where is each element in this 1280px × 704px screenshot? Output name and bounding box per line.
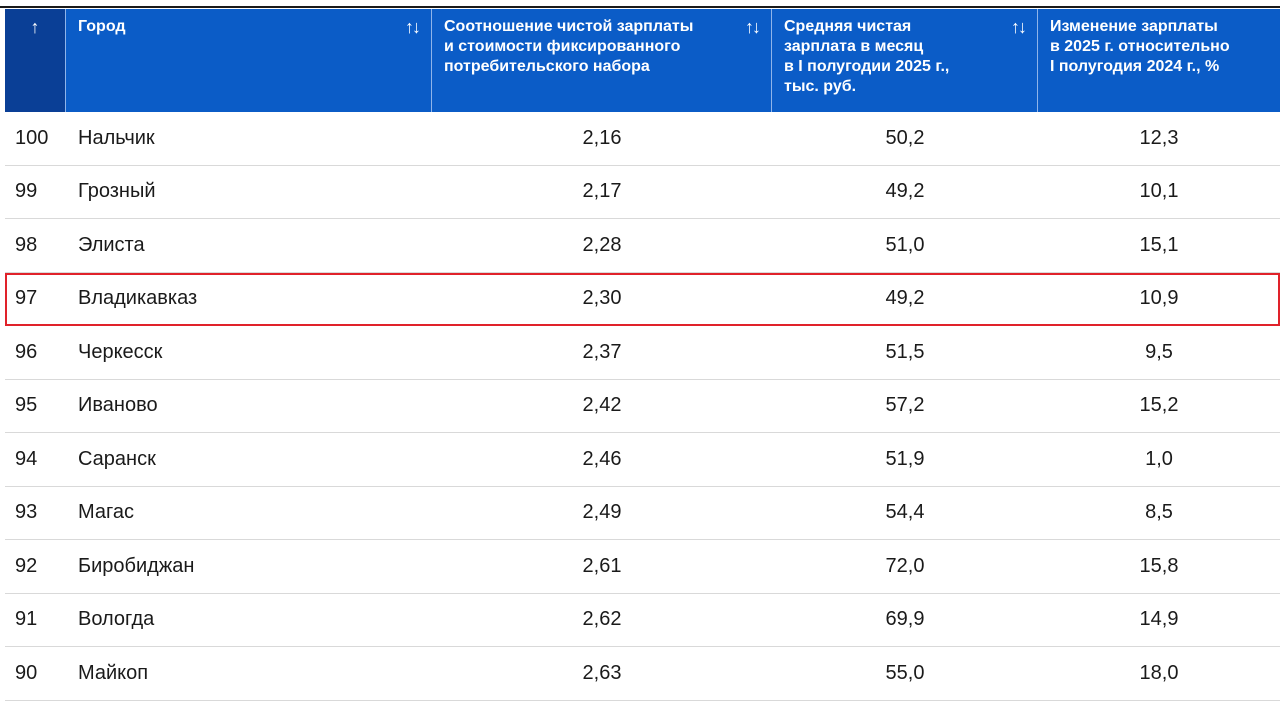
salary-cell: 49,2 [885, 287, 925, 310]
sort-ascending-icon: ↑ [30, 17, 40, 37]
ratio-cell: 2,16 [582, 126, 622, 149]
salary-cell: 51,9 [885, 447, 925, 470]
change-cell: 15,1 [1139, 233, 1179, 256]
change-column-header[interactable]: Изменение зарплаты в 2025 г. относительн… [1038, 9, 1280, 112]
table-row[interactable]: 99 Грозный 2,17 49,2 10,1 [5, 166, 1280, 219]
change-cell: 14,9 [1139, 608, 1179, 631]
rank-cell: 100 [15, 126, 49, 149]
salary-header-label: Средняя чистая зарплата в месяц в I полу… [784, 18, 950, 95]
change-cell: 8,5 [1145, 501, 1173, 524]
salary-cell: 57,2 [885, 394, 925, 417]
table-row[interactable]: 96 Черкесск 2,37 51,5 9,5 [5, 326, 1280, 380]
rank-column-header[interactable]: ↑ [5, 9, 66, 112]
sort-toggle-icon[interactable]: ↑↓ [745, 17, 761, 37]
table-row[interactable]: 100 Нальчик 2,16 50,2 12,3 [5, 112, 1280, 166]
city-cell: Биробиджан [78, 554, 195, 577]
salary-cell: 54,4 [885, 501, 925, 524]
change-cell: 18,0 [1139, 661, 1179, 684]
rank-cell: 90 [15, 661, 38, 684]
ratio-cell: 2,28 [582, 233, 622, 256]
city-cell: Саранск [78, 447, 156, 470]
city-cell: Иваново [78, 394, 158, 417]
sort-toggle-icon[interactable]: ↑↓ [405, 17, 421, 37]
ratio-cell: 2,17 [582, 180, 622, 203]
ratio-cell: 2,49 [582, 501, 622, 524]
rank-cell: 92 [15, 554, 38, 577]
salary-cell: 69,9 [885, 608, 925, 631]
change-cell: 9,5 [1145, 340, 1173, 363]
table-row[interactable]: 93 Магас 2,49 54,4 8,5 [5, 487, 1280, 540]
rank-cell: 96 [15, 340, 38, 363]
change-header-label: Изменение зарплаты в 2025 г. относительн… [1050, 18, 1230, 75]
change-cell: 10,9 [1139, 287, 1179, 310]
rank-cell: 97 [15, 287, 38, 310]
table-row[interactable]: 98 Элиста 2,28 51,0 15,1 [5, 219, 1280, 273]
salary-cell: 51,5 [885, 340, 925, 363]
table-row-highlighted[interactable]: 97 Владикавказ 2,30 49,2 10,9 [5, 272, 1280, 326]
salary-cell: 55,0 [885, 661, 925, 684]
change-cell: 10,1 [1139, 180, 1179, 203]
table-row[interactable]: 91 Вологда 2,62 69,9 14,9 [5, 594, 1280, 647]
city-ranking-table: ↑ Город ↑↓ Соотношение чистой зарплаты и… [5, 9, 1280, 701]
city-cell: Элиста [78, 233, 145, 256]
salary-cell: 50,2 [885, 126, 925, 149]
rank-cell: 98 [15, 233, 38, 256]
rank-cell: 91 [15, 608, 38, 631]
ratio-cell: 2,37 [582, 340, 622, 363]
ratio-cell: 2,63 [582, 661, 622, 684]
rank-cell: 99 [15, 180, 38, 203]
table-row[interactable]: 92 Биробиджан 2,61 72,0 15,8 [5, 540, 1280, 594]
city-header-label: Город [78, 18, 126, 35]
table-row[interactable]: 90 Майкоп 2,63 55,0 18,0 [5, 647, 1280, 701]
city-cell: Вологда [78, 608, 155, 631]
ratio-cell: 2,62 [582, 608, 622, 631]
table-body: 100 Нальчик 2,16 50,2 12,3 99 Грозный 2,17 49,2 1… [5, 112, 1280, 701]
rank-cell: 94 [15, 447, 38, 470]
ratio-column-header[interactable]: Соотношение чистой зарплаты и стоимости … [432, 9, 772, 112]
change-cell: 15,8 [1139, 554, 1179, 577]
city-cell: Черкесск [78, 340, 163, 363]
city-column-header[interactable]: Город ↑↓ [66, 9, 432, 112]
table-row[interactable]: 94 Саранск 2,46 51,9 1,0 [5, 433, 1280, 487]
ratio-cell: 2,61 [582, 554, 622, 577]
change-cell: 1,0 [1145, 447, 1173, 470]
city-cell: Нальчик [78, 126, 155, 149]
salary-cell: 51,0 [885, 233, 925, 256]
table-row[interactable]: 95 Иваново 2,42 57,2 15,2 [5, 380, 1280, 433]
ratio-cell: 2,30 [582, 287, 622, 310]
city-cell: Майкоп [78, 661, 149, 684]
city-cell: Грозный [78, 180, 156, 203]
salary-column-header[interactable]: Средняя чистая зарплата в месяц в I полу… [772, 9, 1038, 112]
rank-cell: 93 [15, 501, 38, 524]
ratio-cell: 2,42 [582, 394, 622, 417]
top-divider [0, 0, 1280, 8]
rank-cell: 95 [15, 394, 38, 417]
ratio-header-label: Соотношение чистой зарплаты и стоимости … [444, 18, 694, 75]
salary-cell: 72,0 [885, 554, 925, 577]
change-cell: 12,3 [1139, 126, 1179, 149]
ratio-cell: 2,46 [582, 447, 622, 470]
city-cell: Магас [78, 501, 134, 524]
sort-toggle-icon[interactable]: ↑↓ [1011, 17, 1027, 37]
salary-cell: 49,2 [885, 180, 925, 203]
city-cell: Владикавказ [78, 287, 198, 310]
change-cell: 15,2 [1139, 394, 1179, 417]
table-header: ↑ Город ↑↓ Соотношение чистой зарплаты и… [5, 9, 1280, 112]
